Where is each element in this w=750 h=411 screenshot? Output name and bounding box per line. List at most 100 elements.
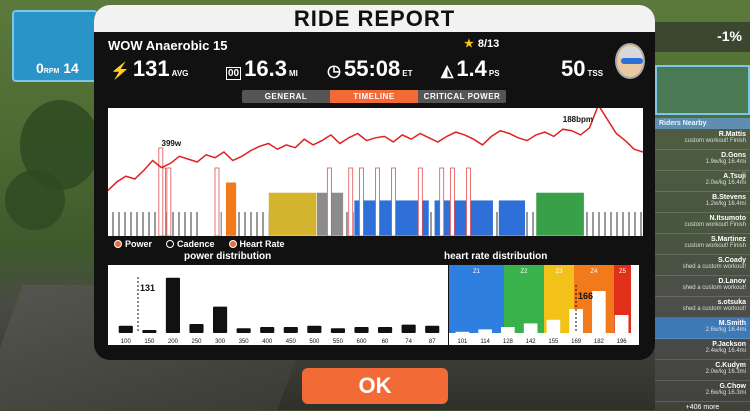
- hr-dist-tick: 182: [594, 339, 605, 345]
- cadence-mark: [220, 212, 222, 236]
- cadence-mark: [250, 212, 252, 236]
- rider-row[interactable]: S.Coady shed a custom workout!: [655, 255, 750, 276]
- avg-power-stat: ⚡ 131 AVG: [110, 56, 189, 81]
- minimap[interactable]: [655, 65, 750, 115]
- power-dist-tick: 550: [333, 339, 344, 345]
- rider-name: N.Itsumoto: [709, 215, 746, 222]
- tab-critical-power[interactable]: CRITICAL POWER: [423, 92, 501, 101]
- rider-name: P.Jackson: [712, 341, 746, 348]
- rider-name: G.Chow: [719, 383, 746, 390]
- power-dist-tick: 74: [405, 339, 412, 345]
- hr-dist-tick: 101: [457, 339, 468, 345]
- rider-status: shed a custom workout!: [682, 285, 746, 291]
- rider-row[interactable]: s.otsuka shed a custom workout!: [655, 297, 750, 318]
- tree: [5, 170, 65, 230]
- rider-row[interactable]: P.Jackson 2.4w/kg 16.4mi: [655, 339, 750, 360]
- rider-status: 2.6w/kg 16.4mi: [705, 327, 746, 333]
- hr-dist-tick: 128: [503, 339, 514, 345]
- cadence-mark: [190, 212, 192, 236]
- legend-heart-rate[interactable]: Heart Rate: [228, 239, 285, 249]
- power-spike: [449, 167, 455, 236]
- rider-row[interactable]: N.Itsumoto custom workout! Finish: [655, 213, 750, 234]
- cadence-mark: [610, 212, 612, 236]
- cadence-mark: [640, 212, 642, 236]
- power-spike: [166, 167, 172, 236]
- tab-timeline[interactable]: TIMELINE: [330, 90, 418, 103]
- power-dist-tick: 450: [286, 339, 297, 345]
- hr-dist-bar: [592, 291, 606, 333]
- power-peak-spike: [158, 147, 164, 236]
- star-icon: ★: [464, 38, 474, 50]
- hr-dist-tick: 196: [617, 339, 628, 345]
- power-dist-bar: [378, 327, 393, 333]
- power-spike: [359, 167, 364, 236]
- ok-button[interactable]: OK: [302, 368, 448, 404]
- rider-row[interactable]: S.Martinez custom workout! Finish: [655, 234, 750, 255]
- power-block: [268, 192, 317, 236]
- hr-dist-tick: 114: [480, 339, 490, 345]
- legend-power[interactable]: Power: [114, 239, 152, 249]
- rider-row[interactable]: D.Lanov shed a custom workout!: [655, 276, 750, 297]
- legend-cadence[interactable]: Cadence: [166, 239, 215, 249]
- rider-name: M.Smith: [718, 320, 746, 327]
- rider-row[interactable]: R.Mattis custom workout! Finish: [655, 129, 750, 150]
- rider-row[interactable]: C.Kudym 2.0w/kg 16.3mi: [655, 360, 750, 381]
- clock-icon: ◷: [327, 63, 341, 80]
- power-dist-bar: [401, 324, 416, 333]
- hr-zone-label: Z3: [555, 269, 563, 275]
- rider-name: D.Lanov: [718, 278, 746, 285]
- hr-zone-band: [449, 265, 504, 333]
- power-block: [225, 181, 237, 236]
- rider-status: 2.6w/kg 16.3mi: [705, 390, 746, 396]
- power-spike: [348, 167, 354, 236]
- hr-dist-title: heart rate distribution: [444, 251, 548, 262]
- power-spike: [375, 167, 380, 236]
- power-spike: [391, 167, 396, 236]
- hr-zone-band: [504, 265, 544, 333]
- rider-name: D.Gons: [721, 152, 746, 159]
- dialog-header: RIDE REPORT: [94, 5, 655, 32]
- power-spike: [466, 167, 471, 236]
- cadence-mark: [112, 212, 114, 236]
- power-spike: [417, 167, 423, 236]
- rider-status: 1.9w/kg 16.4mi: [705, 159, 746, 165]
- riders-nearby-panel: Riders Nearby R.Mattis custom workout! Fi…: [655, 118, 750, 411]
- power-dist-tick: 300: [215, 339, 226, 345]
- tab-general[interactable]: GENERAL: [264, 92, 308, 101]
- rider-status: 1.2w/kg 16.4mi: [705, 201, 746, 207]
- power-dist-bar: [425, 325, 440, 333]
- workout-name: WOW Anaerobic 15: [108, 38, 228, 53]
- hr-line: [108, 108, 643, 191]
- report-tabs: GENERAL TIMELINE CRITICAL POWER: [242, 90, 506, 103]
- cadence-mark: [262, 212, 264, 236]
- power-dist-bar: [142, 330, 157, 333]
- rider-status: custom workout! Finish: [684, 243, 746, 249]
- power-spike: [439, 167, 445, 236]
- power-dist-tick: 400: [262, 339, 273, 345]
- power-block: [434, 199, 494, 236]
- rider-status: custom workout! Finish: [684, 138, 746, 144]
- rider-status: 2.0w/kg 16.3mi: [705, 369, 746, 375]
- power-dist-bar: [189, 324, 204, 333]
- rider-row[interactable]: B.Stevens 1.2w/kg 16.4mi: [655, 192, 750, 213]
- dialog-title: RIDE REPORT: [293, 6, 456, 31]
- odometer-icon: 00: [226, 67, 242, 80]
- cadence-mark: [172, 212, 174, 236]
- cadence-mark: [196, 212, 198, 236]
- power-hud: 0RPM 14: [12, 10, 98, 82]
- timeline-chart: 399w 188bpm: [108, 108, 643, 236]
- rider-row[interactable]: G.Chow 2.6w/kg 16.3mi: [655, 381, 750, 402]
- power-block: [498, 199, 526, 236]
- rider-name: B.Stevens: [712, 194, 746, 201]
- power-dist-tick: 350: [239, 339, 250, 345]
- rider-row[interactable]: M.Smith 2.6w/kg 16.4mi: [655, 318, 750, 339]
- cadence-mark: [616, 212, 618, 236]
- rider-name: S.Martinez: [710, 236, 746, 243]
- rider-row[interactable]: A.Tsuji 2.0w/kg 16.4mi: [655, 171, 750, 192]
- power-dist-bar: [236, 328, 251, 333]
- rider-name: S.Coady: [717, 257, 746, 264]
- hr-dist-bar: [455, 331, 470, 333]
- rider-row[interactable]: D.Gons 1.9w/kg 16.4mi: [655, 150, 750, 171]
- more-riders: +406 more: [685, 404, 720, 411]
- cadence-mark: [622, 212, 624, 236]
